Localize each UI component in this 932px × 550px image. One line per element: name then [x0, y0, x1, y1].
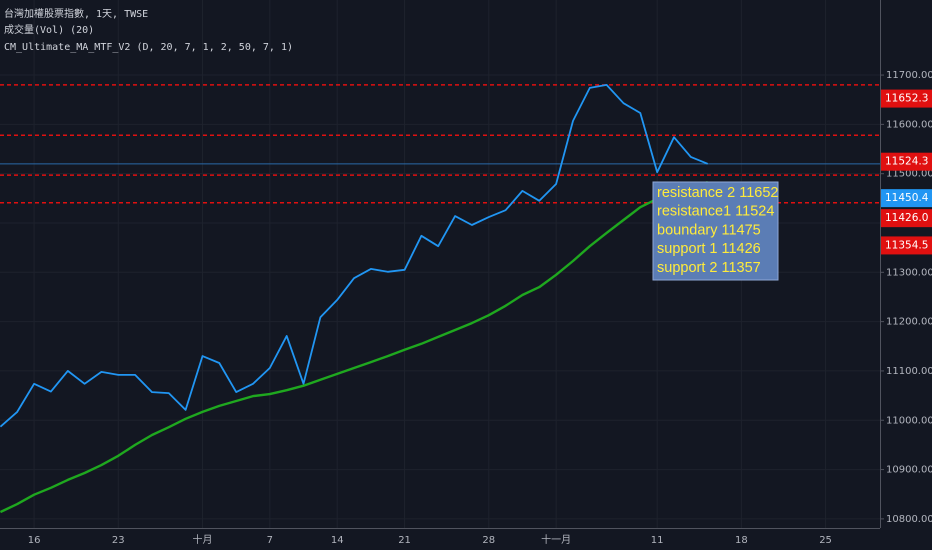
annotation: resistance 2 11652 resistance1 11524 bound… [652, 181, 779, 281]
y-tick-label: 11000.00 [886, 415, 932, 426]
price-tag [881, 236, 932, 255]
header-indicator: CM_Ultimate_MA_MTF_V2 (D, 20, 7, 1, 2, 5… [4, 42, 293, 53]
price-tag [881, 152, 932, 171]
y-tick-label: 11300.00 [886, 267, 932, 278]
price-tag-label: 11426.0 [885, 212, 928, 224]
x-tick-label: 11 [651, 535, 664, 546]
annotation-line: support 1 11426 [657, 241, 761, 257]
y-tick-label: 11100.00 [886, 366, 932, 377]
annotation-line: boundary 11475 [657, 222, 761, 238]
price-tag [881, 189, 932, 208]
x-tick-label: 14 [331, 535, 344, 546]
plot [0, 84, 880, 514]
series-line [0, 180, 709, 514]
y-tick-label: 11700.00 [886, 70, 932, 81]
x-tick-label: 28 [482, 535, 495, 546]
price-tag-label: 11652.3 [885, 93, 928, 105]
y-tick-label: 11500.00 [886, 169, 932, 180]
annotation-box [652, 181, 779, 281]
price-tag-label: 11354.5 [885, 239, 928, 251]
annotation-line: resistance1 11524 [657, 204, 774, 220]
x-tick-label: 23 [112, 535, 125, 546]
price-tag [881, 89, 932, 108]
y-tick-label: 11600.00 [886, 119, 932, 130]
x-tick-label: 18 [735, 535, 748, 546]
header-title: 台灣加權股票指數, 1天, TWSE [4, 7, 148, 20]
x-tick-label: 25 [819, 535, 832, 546]
annotation-line: support 2 11357 [657, 260, 761, 276]
y-tick-label: 11200.00 [886, 317, 932, 328]
price-tag-label: 11450.4 [885, 192, 929, 204]
annotation-line: resistance 2 11652 [657, 185, 778, 201]
x-tick-label: 十一月 [541, 533, 571, 546]
y-tick-label: 10800.00 [886, 514, 932, 525]
header-volume: 成交量(Vol) (20) [4, 23, 94, 36]
series-line [0, 84, 709, 428]
y-tick-label: 10900.00 [886, 465, 932, 476]
price-tag-label: 11524.3 [885, 156, 928, 168]
x-tick-label: 7 [267, 535, 273, 546]
x-tick-label: 十月 [192, 533, 212, 546]
x-tick-label: 21 [398, 535, 411, 546]
x-tick-label: 16 [28, 535, 41, 546]
price-tag [881, 209, 932, 228]
grid [0, 0, 880, 528]
